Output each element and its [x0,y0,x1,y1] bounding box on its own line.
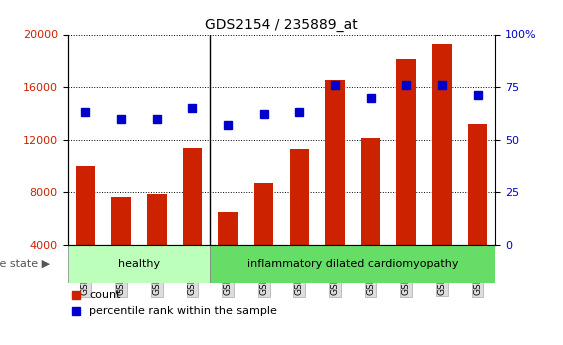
Text: percentile rank within the sample: percentile rank within the sample [89,306,277,316]
Bar [210,245,495,283]
Bar [468,124,488,245]
Bar [396,59,416,245]
Text: inflammatory dilated cardiomyopathy: inflammatory dilated cardiomyopathy [247,259,458,269]
Bar [254,183,274,245]
Text: disease state ▶: disease state ▶ [0,259,50,269]
Bar [182,148,202,245]
Title: GDS2154 / 235889_at: GDS2154 / 235889_at [205,18,358,32]
Bar [111,197,131,245]
Text: count: count [89,290,120,300]
Bar [361,138,381,245]
Bar [147,194,167,245]
Bar [289,149,309,245]
Text: healthy: healthy [118,259,160,269]
Bar [68,245,210,283]
Bar [218,212,238,245]
Bar [75,166,95,245]
Bar [432,44,452,245]
Bar [325,80,345,245]
